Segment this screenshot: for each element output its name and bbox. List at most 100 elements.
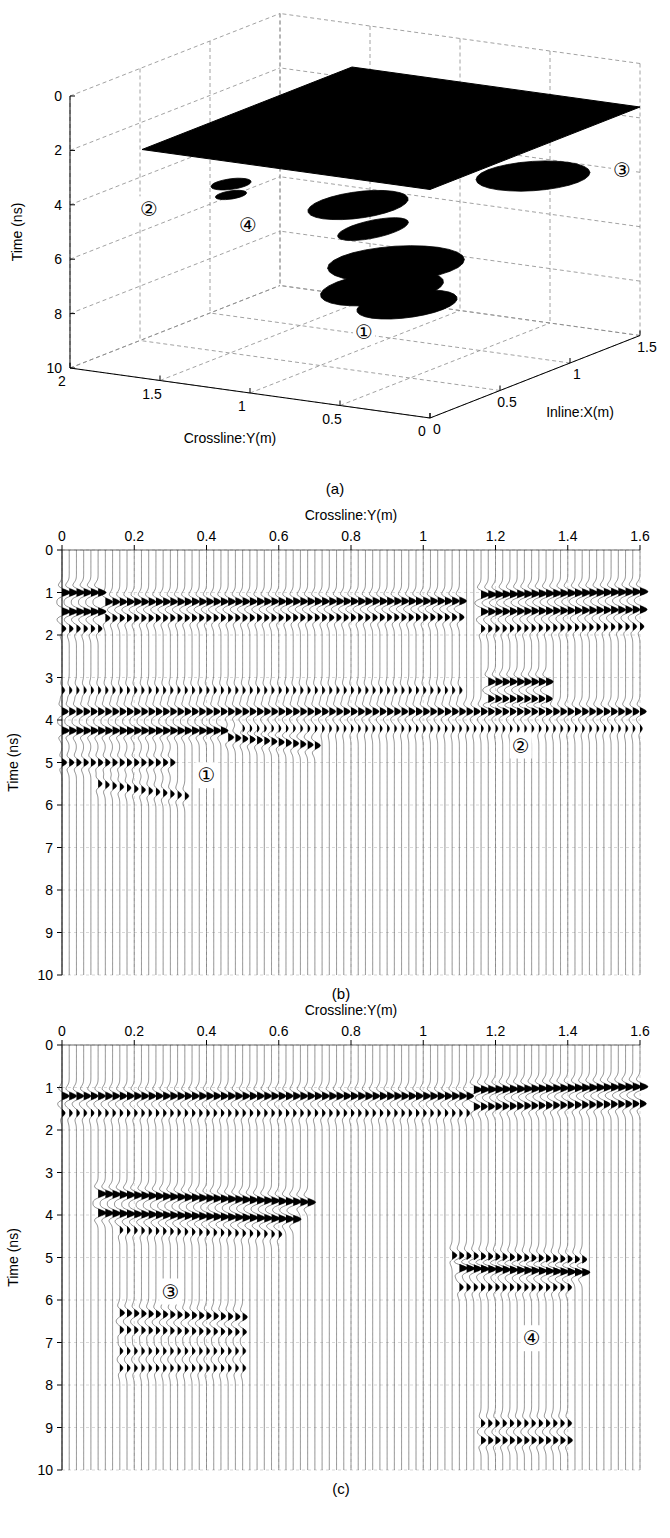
- tick: [351, 545, 352, 550]
- grid-line: [70, 286, 280, 369]
- trace: [223, 550, 235, 975]
- trace: [339, 550, 351, 975]
- trace: [368, 550, 380, 975]
- trace: [222, 1045, 236, 1470]
- trace: [353, 550, 365, 975]
- label: Time (ns): [5, 1228, 21, 1287]
- reflection-event: [120, 1326, 247, 1337]
- trace: [186, 1045, 200, 1470]
- trace: [347, 1045, 358, 1470]
- label: 0.8: [341, 1023, 361, 1039]
- tick: [70, 96, 75, 97]
- trace: [251, 1045, 265, 1470]
- tick: [495, 545, 496, 550]
- trace: [244, 1045, 258, 1470]
- tick: [57, 1172, 62, 1173]
- marks: [58, 1045, 648, 1470]
- label: 0: [58, 1023, 66, 1039]
- trace: [397, 1045, 408, 1470]
- label-patch: [510, 733, 532, 759]
- label: 5: [45, 755, 53, 771]
- trace: [332, 1045, 343, 1470]
- trace: [129, 1045, 142, 1470]
- label: 3: [45, 670, 53, 686]
- reflection-event: [481, 622, 644, 633]
- reflection-event: [62, 1092, 474, 1101]
- trace: [433, 1045, 444, 1470]
- label: Time (ns): [9, 203, 25, 262]
- tick: [500, 386, 501, 391]
- reflection-event: [488, 695, 552, 704]
- trace: [375, 550, 387, 975]
- label: 8: [45, 1377, 53, 1393]
- label: Crossline:Y(m): [305, 507, 398, 523]
- trace: [258, 1045, 272, 1470]
- tick: [134, 1040, 135, 1045]
- trace: [368, 1045, 379, 1470]
- label: 1.2: [486, 528, 506, 544]
- trace: [179, 1045, 193, 1470]
- trace: [390, 1045, 401, 1470]
- trace: [136, 1045, 149, 1470]
- label: 5: [45, 1250, 53, 1266]
- blob: [211, 178, 251, 190]
- trace: [107, 1045, 120, 1470]
- grid-line: [70, 96, 71, 368]
- label: ②: [140, 197, 158, 221]
- marks: [57, 550, 648, 975]
- tick: [160, 376, 161, 381]
- tick: [278, 545, 279, 550]
- tick: [57, 932, 62, 933]
- trace: [295, 550, 307, 975]
- tick: [57, 1427, 62, 1428]
- trace: [165, 1045, 179, 1470]
- reflection-event: [62, 758, 175, 767]
- trace: [346, 550, 358, 975]
- label: 1: [419, 1023, 427, 1039]
- reflection-event: [120, 1364, 246, 1373]
- tick: [206, 1040, 207, 1045]
- label: 1.6: [630, 1023, 650, 1039]
- label: 0.8: [341, 528, 361, 544]
- label: ④: [239, 213, 257, 237]
- trace: [79, 1045, 90, 1470]
- reflection-event: [452, 1251, 587, 1264]
- blob: [216, 190, 247, 199]
- trace: [634, 550, 648, 975]
- tick: [495, 1040, 496, 1045]
- trace: [180, 550, 192, 975]
- label: 1.4: [558, 528, 578, 544]
- trace: [339, 1045, 350, 1470]
- trace: [172, 1045, 186, 1470]
- trace: [317, 550, 329, 975]
- label: 4: [45, 712, 53, 728]
- panel-wiggle: 00.20.40.60.811.21.41.6012345678910Cross…: [5, 507, 650, 1002]
- label: ①: [198, 763, 216, 787]
- reflection-event: [481, 1419, 572, 1428]
- label: 0: [45, 542, 53, 558]
- label: 1: [45, 585, 53, 601]
- reflection-event: [62, 686, 462, 695]
- label: 0: [58, 528, 66, 544]
- tick: [70, 363, 71, 368]
- tick: [57, 677, 62, 678]
- trace: [634, 1045, 648, 1470]
- label-patch: [237, 212, 259, 238]
- trace: [412, 1045, 423, 1470]
- label: 0.5: [322, 411, 342, 427]
- tick: [640, 331, 641, 336]
- panel-wiggle: 00.20.40.60.811.21.41.6012345678910Cross…: [5, 1002, 650, 1497]
- grid-line: [280, 14, 640, 64]
- tick: [70, 313, 75, 314]
- label: 9: [45, 1420, 53, 1436]
- trace: [605, 1045, 619, 1470]
- blob: [308, 190, 408, 219]
- trace: [598, 550, 612, 975]
- trace: [382, 550, 394, 975]
- trace: [426, 1045, 437, 1470]
- tick: [250, 388, 251, 393]
- reflection-event: [105, 597, 466, 606]
- trace: [419, 1045, 430, 1470]
- label: 0: [433, 421, 441, 437]
- tick: [57, 592, 62, 593]
